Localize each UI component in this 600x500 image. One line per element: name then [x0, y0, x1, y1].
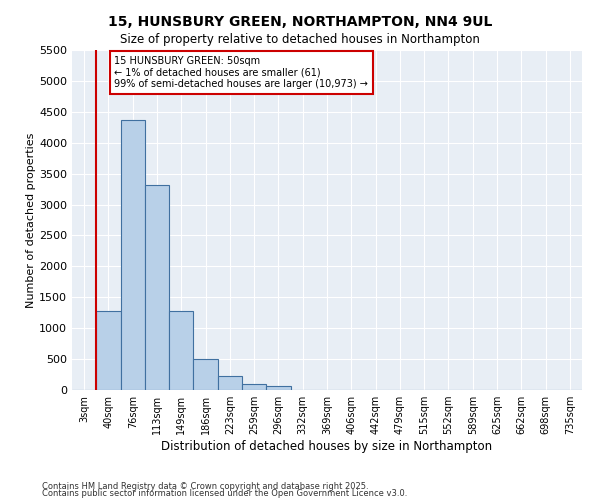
Bar [96, 312, 121, 390]
Bar [121, 120, 145, 390]
Y-axis label: Number of detached properties: Number of detached properties [26, 132, 36, 308]
Bar [266, 386, 290, 390]
Text: Size of property relative to detached houses in Northampton: Size of property relative to detached ho… [120, 32, 480, 46]
Bar [193, 359, 218, 390]
Bar [218, 376, 242, 390]
X-axis label: Distribution of detached houses by size in Northampton: Distribution of detached houses by size … [161, 440, 493, 453]
Text: 15, HUNSBURY GREEN, NORTHAMPTON, NN4 9UL: 15, HUNSBURY GREEN, NORTHAMPTON, NN4 9UL [108, 15, 492, 29]
Bar [242, 384, 266, 390]
Text: Contains HM Land Registry data © Crown copyright and database right 2025.: Contains HM Land Registry data © Crown c… [42, 482, 368, 491]
Bar [169, 311, 193, 390]
Text: Contains public sector information licensed under the Open Government Licence v3: Contains public sector information licen… [42, 490, 407, 498]
Bar [145, 186, 169, 390]
Text: 15 HUNSBURY GREEN: 50sqm
← 1% of detached houses are smaller (61)
99% of semi-de: 15 HUNSBURY GREEN: 50sqm ← 1% of detache… [115, 56, 368, 90]
